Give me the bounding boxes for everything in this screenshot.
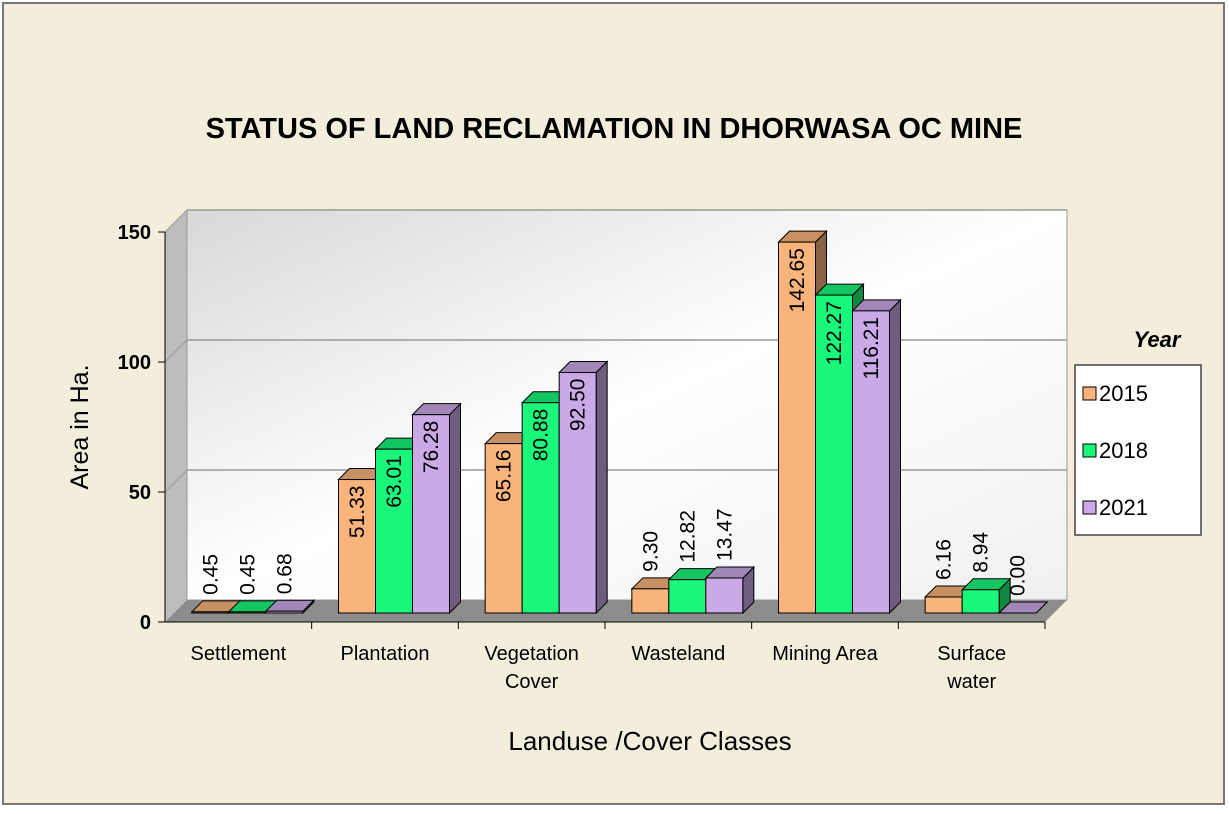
left-wall — [165, 210, 187, 622]
x-tick-label: Mining Area — [772, 643, 878, 665]
bar — [265, 610, 304, 614]
value-label: 12.82 — [676, 510, 699, 563]
value-label: 122.27 — [823, 301, 846, 365]
bar — [668, 579, 707, 614]
value-label: 63.01 — [383, 455, 406, 508]
bar — [191, 611, 230, 614]
value-label: 92.50 — [567, 379, 590, 432]
value-label: 0.45 — [199, 554, 222, 595]
value-label: 6.16 — [933, 539, 956, 580]
value-label: 76.28 — [420, 421, 443, 474]
chart-title: STATUS OF LAND RECLAMATION IN DHORWASA O… — [206, 113, 1023, 145]
x-axis-title: Landuse /Cover Classes — [508, 726, 791, 756]
bar — [961, 589, 1000, 614]
bar-top — [997, 601, 1049, 614]
value-label: 65.16 — [493, 450, 516, 503]
x-tick-label: Wasteland — [631, 643, 725, 665]
y-axis-title: Area in Ha. — [66, 364, 94, 489]
y-tick-label: 150 — [118, 222, 151, 244]
bar — [852, 310, 890, 614]
grid-line — [164, 469, 188, 493]
bar — [484, 443, 523, 614]
bar — [412, 414, 450, 614]
legend-label: 2018 — [1099, 438, 1148, 463]
y-tick-label: 100 — [118, 352, 151, 374]
x-tick-label: Plantation — [341, 643, 430, 665]
value-label: 0.68 — [273, 553, 296, 594]
legend-title: Year — [1134, 327, 1182, 352]
y-tick-label: 50 — [129, 482, 151, 504]
legend-label: 2015 — [1099, 381, 1148, 406]
x-tick-label: Vegetation Cover — [484, 643, 579, 693]
legend-swatch — [1082, 386, 1097, 401]
value-label: 8.94 — [970, 532, 993, 573]
bar — [338, 479, 376, 614]
value-label: 0.00 — [1007, 555, 1030, 596]
bar — [778, 241, 816, 614]
value-label: 51.33 — [346, 486, 369, 539]
bar — [705, 577, 744, 614]
bar-side — [889, 298, 901, 615]
legend-label: 2021 — [1099, 495, 1148, 520]
grid-line — [164, 209, 188, 233]
value-label: 0.45 — [236, 554, 259, 595]
bar — [375, 448, 413, 614]
bar — [924, 596, 963, 614]
grid-line — [164, 339, 188, 363]
value-label: 9.30 — [639, 531, 662, 572]
bar — [631, 588, 670, 614]
bar — [228, 611, 267, 614]
value-label: 80.88 — [530, 409, 553, 462]
value-label: 142.65 — [786, 248, 809, 312]
value-label: 116.21 — [860, 317, 883, 380]
bar — [521, 402, 560, 614]
x-tick-label: Settlement — [191, 643, 287, 665]
value-label: 13.47 — [713, 508, 736, 561]
x-tick-label: Surface water — [937, 643, 1006, 693]
legend-swatch — [1082, 500, 1097, 515]
y-tick-label: 0 — [140, 612, 151, 634]
bar — [815, 294, 853, 614]
bar-side — [595, 360, 608, 615]
bar — [558, 372, 597, 614]
bar-side — [449, 402, 461, 615]
legend-swatch — [1082, 443, 1097, 458]
